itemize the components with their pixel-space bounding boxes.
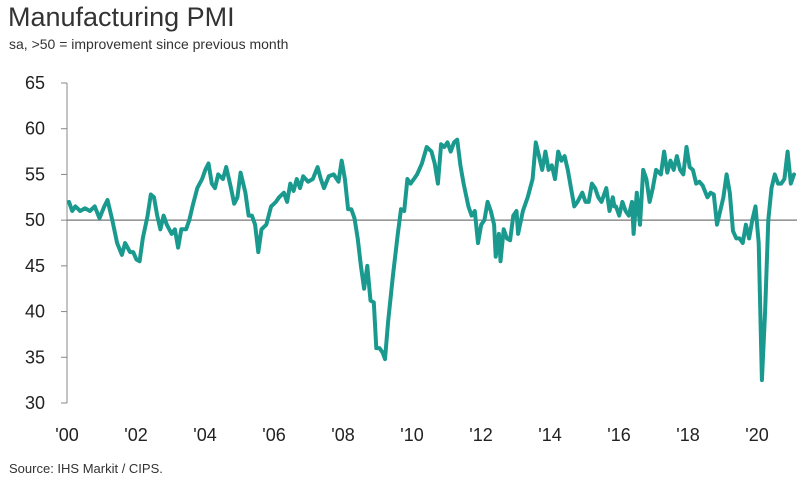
x-tick-label: '10	[400, 425, 423, 445]
x-tick-label: '18	[676, 425, 699, 445]
x-tick-label: '12	[469, 425, 492, 445]
x-tick-label: '14	[538, 425, 561, 445]
chart-title: Manufacturing PMI	[8, 2, 235, 32]
x-tick-label: '20	[745, 425, 768, 445]
y-tick-label: 60	[25, 119, 45, 139]
x-tick-label: '02	[124, 425, 147, 445]
y-tick-label: 55	[25, 164, 45, 184]
x-axis-ticks: '00 '02 '04 '06 '08 '10 '12 '14 '16 '18 '20	[55, 425, 768, 445]
y-tick-label: 30	[25, 393, 45, 413]
y-tick-label: 45	[25, 256, 45, 276]
y-tick-label: 65	[25, 73, 45, 93]
chart-subtitle: sa, >50 = improvement since previous mon…	[9, 36, 289, 52]
x-tick-label: '16	[607, 425, 630, 445]
chart-source: Source: IHS Markit / CIPS.	[9, 461, 163, 476]
x-tick-label: '06	[262, 425, 285, 445]
x-tick-label: '00	[55, 425, 78, 445]
x-tick-label: '08	[331, 425, 354, 445]
y-axis-ticks: 65 60 55 50 45 40 35 30	[25, 73, 67, 413]
pmi-series-line	[67, 137, 796, 383]
x-tick-label: '04	[193, 425, 216, 445]
y-tick-label: 35	[25, 347, 45, 367]
y-tick-label: 40	[25, 302, 45, 322]
y-tick-label: 50	[25, 210, 45, 230]
